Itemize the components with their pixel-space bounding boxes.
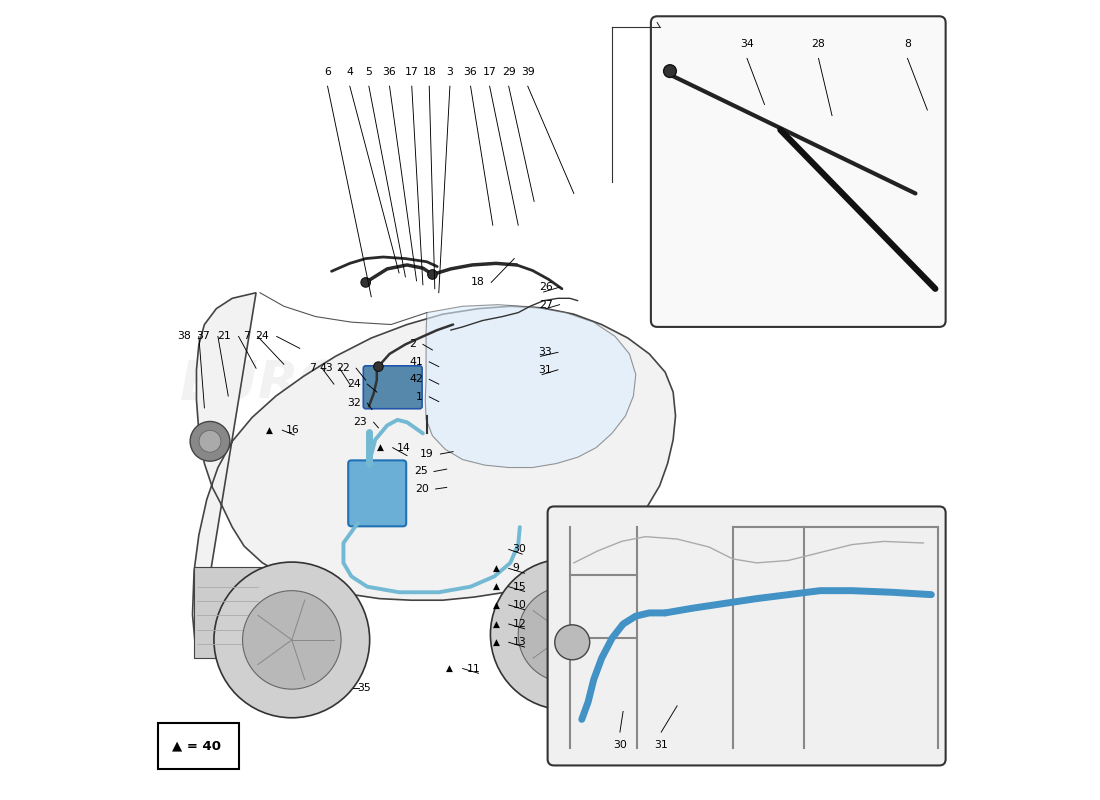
Text: ▲ = 40: ▲ = 40	[172, 739, 221, 752]
Circle shape	[518, 586, 614, 682]
FancyBboxPatch shape	[349, 460, 406, 526]
Text: 3: 3	[447, 66, 453, 77]
Text: ▲: ▲	[493, 582, 499, 591]
Polygon shape	[192, 293, 675, 658]
Text: 4: 4	[346, 66, 353, 77]
Polygon shape	[426, 305, 636, 467]
Text: 22: 22	[337, 363, 350, 374]
Text: 36: 36	[464, 66, 477, 77]
Text: 30: 30	[513, 544, 527, 554]
FancyBboxPatch shape	[548, 506, 946, 766]
Circle shape	[361, 278, 371, 287]
Text: 32: 32	[348, 398, 361, 408]
Text: 30: 30	[613, 740, 627, 750]
Circle shape	[554, 625, 590, 660]
Text: 17: 17	[405, 66, 419, 77]
Text: 29: 29	[502, 66, 516, 77]
Text: 8: 8	[904, 39, 911, 49]
Text: ▲: ▲	[493, 601, 499, 610]
Text: 37: 37	[196, 331, 210, 342]
Text: 16: 16	[286, 425, 300, 435]
Text: 18: 18	[471, 278, 485, 287]
Text: 20: 20	[416, 484, 429, 494]
Text: 31: 31	[538, 365, 551, 375]
Text: 10: 10	[513, 600, 527, 610]
FancyBboxPatch shape	[651, 16, 946, 327]
Text: 18: 18	[422, 66, 436, 77]
Text: 19: 19	[420, 449, 434, 459]
Text: 24: 24	[255, 331, 268, 342]
Bar	[194, 567, 262, 658]
Text: 13: 13	[513, 638, 527, 647]
Circle shape	[190, 422, 230, 461]
Text: 6: 6	[324, 66, 331, 77]
Circle shape	[428, 270, 437, 279]
Text: EUROSPARES: EUROSPARES	[179, 358, 571, 410]
Text: ▲: ▲	[447, 664, 453, 673]
Text: 2: 2	[409, 339, 417, 350]
Text: 28: 28	[812, 39, 825, 49]
Text: 26: 26	[539, 282, 553, 292]
Text: 21: 21	[217, 331, 231, 342]
Text: ▲: ▲	[266, 426, 273, 434]
Text: 5: 5	[365, 66, 372, 77]
Text: 36: 36	[383, 66, 396, 77]
Text: 42: 42	[409, 374, 422, 384]
FancyBboxPatch shape	[157, 722, 240, 769]
Circle shape	[214, 562, 370, 718]
Text: 23: 23	[353, 418, 367, 427]
Text: ▲: ▲	[493, 638, 499, 647]
Text: 24: 24	[348, 379, 361, 389]
Text: 33: 33	[538, 347, 551, 358]
Text: 12: 12	[513, 619, 527, 629]
Text: ▲: ▲	[493, 619, 499, 629]
Text: 25: 25	[414, 466, 428, 477]
Text: a passion for parts since 1985: a passion for parts since 1985	[322, 493, 586, 594]
Text: 35: 35	[358, 682, 371, 693]
Text: 27: 27	[539, 300, 553, 310]
Text: 34: 34	[740, 39, 754, 49]
Text: 14: 14	[397, 442, 410, 453]
Text: 7: 7	[309, 363, 316, 374]
Text: 39: 39	[521, 66, 535, 77]
Text: 9: 9	[513, 563, 519, 574]
FancyBboxPatch shape	[363, 366, 422, 409]
Circle shape	[199, 430, 221, 452]
Text: 31: 31	[654, 740, 668, 750]
Circle shape	[374, 362, 383, 371]
Text: 41: 41	[409, 357, 422, 367]
Text: 15: 15	[513, 582, 527, 592]
Text: 11: 11	[466, 663, 481, 674]
Text: 43: 43	[319, 363, 333, 374]
Circle shape	[491, 559, 641, 710]
Text: ▲: ▲	[493, 564, 499, 573]
Text: 7: 7	[243, 331, 250, 342]
Text: 1: 1	[416, 392, 422, 402]
Circle shape	[663, 65, 676, 78]
Circle shape	[243, 590, 341, 689]
Text: 17: 17	[483, 66, 496, 77]
Text: 38: 38	[177, 331, 191, 342]
Text: ▲: ▲	[376, 443, 384, 452]
